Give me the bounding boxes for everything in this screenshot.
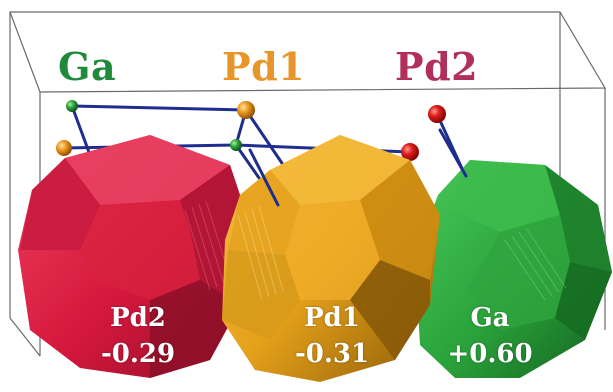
header-pd1: Pd1 — [222, 44, 306, 89]
polyhedron-pd2 — [18, 135, 250, 378]
header-ga: Ga — [58, 44, 117, 89]
atom-ga-small-2 — [230, 139, 242, 151]
atom-ga-small-1 — [66, 100, 78, 112]
label-ga: Ga +0.60 — [440, 300, 540, 372]
atom-pd1-small-1 — [56, 140, 72, 156]
bond-front-right — [438, 128, 468, 178]
label-pd1-charge: -0.31 — [294, 339, 370, 369]
label-pd2-name: Pd2 — [110, 303, 166, 333]
bond-front-center — [248, 148, 280, 207]
label-pd1-name: Pd1 — [304, 303, 360, 333]
atom-pd2-small-2 — [428, 105, 446, 123]
label-pd2: Pd2 -0.29 — [88, 300, 188, 372]
label-ga-name: Ga — [470, 303, 510, 333]
label-pd2-charge: -0.29 — [100, 339, 176, 369]
polyhedron-pd1 — [222, 135, 440, 382]
bond-ga-pd1-top — [70, 104, 248, 112]
unit-cell-box — [9, 11, 607, 357]
cell-edge-bottom-left — [9, 317, 41, 357]
label-ga-charge: +0.60 — [447, 339, 533, 369]
atom-pd2-small-1 — [401, 143, 419, 161]
label-pd1: Pd1 -0.31 — [282, 300, 382, 372]
atom-pd1-small-2 — [237, 101, 255, 119]
header-pd2: Pd2 — [395, 44, 479, 89]
polyhedron-ga — [415, 160, 612, 378]
